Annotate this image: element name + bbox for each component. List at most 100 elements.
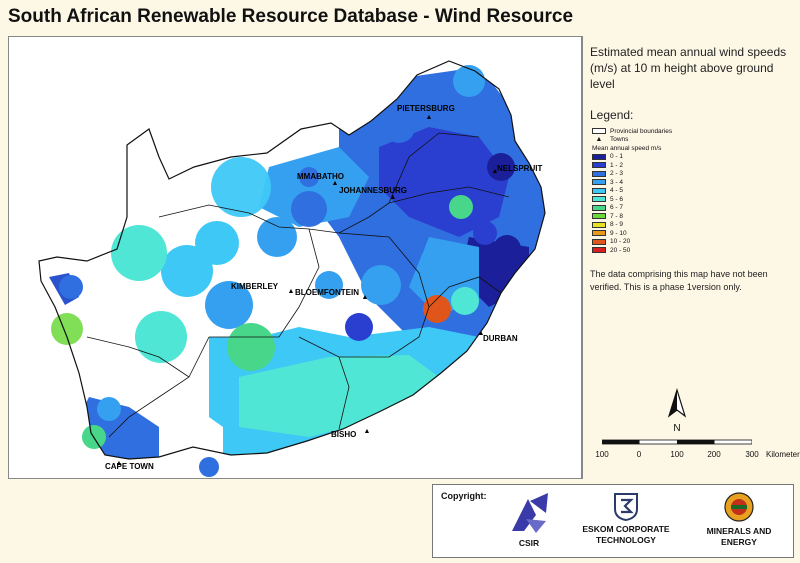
town-label: BISHO xyxy=(331,430,356,439)
town-label: MMABATHO xyxy=(297,172,344,181)
legend-label: Provincial boundaries xyxy=(610,127,673,135)
town-pietersburg[interactable]: ▲ PIETERSBURG xyxy=(397,104,455,121)
svg-text:▲: ▲ xyxy=(288,288,295,295)
town-label: PIETERSBURG xyxy=(397,104,455,113)
map-title: South African Renewable Resource Databas… xyxy=(8,6,574,27)
legend-class-row: 10 - 20 xyxy=(592,238,792,247)
legend-class-label: 20 - 50 xyxy=(610,246,631,254)
legend-class-row: 9 - 10 xyxy=(592,229,792,238)
legend-class-row: 1 - 2 xyxy=(592,161,792,170)
csir-label: CSIR xyxy=(518,538,540,548)
verification-note: The data comprising this map have not be… xyxy=(590,269,768,292)
color-swatch xyxy=(592,238,606,245)
legend-class-row: 7 - 8 xyxy=(592,212,792,221)
svg-text:▲: ▲ xyxy=(332,180,339,187)
legend-class-row: 3 - 4 xyxy=(592,178,792,187)
minerals-label-line2: ENERGY xyxy=(721,537,757,547)
town-cape-town[interactable]: ▲ CAPE TOWN xyxy=(105,460,154,471)
legend-class-label: 5 - 6 xyxy=(610,195,624,203)
town-label: JOHANNESBURG xyxy=(339,186,407,195)
legend-class-label: 6 - 7 xyxy=(610,204,624,212)
north-label: N xyxy=(673,423,681,434)
color-swatch xyxy=(592,196,606,203)
legend-class-label: 1 - 2 xyxy=(610,161,624,169)
svg-text:▲: ▲ xyxy=(362,294,369,301)
town-triangle-icon: ▲ xyxy=(595,136,603,144)
credits-panel: Copyright: CSIR ESKOM CORPORATE TECHNOLO… xyxy=(432,484,794,558)
legend-class-label: 0 - 1 xyxy=(610,153,624,161)
color-swatch xyxy=(592,213,606,220)
color-swatch xyxy=(592,247,606,254)
color-swatch xyxy=(592,221,606,228)
minerals-energy-emblem-icon xyxy=(724,492,754,522)
scale-bar-graphic xyxy=(602,439,752,445)
provincial-boundaries xyxy=(86,132,510,438)
scale-tick-label: 100 xyxy=(670,450,684,459)
legend-provincial-boundaries: Provincial boundaries xyxy=(592,127,792,136)
legend-class-row: 4 - 5 xyxy=(592,187,792,196)
color-swatch xyxy=(592,153,606,160)
color-swatch xyxy=(592,204,606,211)
svg-text:▲: ▲ xyxy=(364,428,371,435)
scale-tick-label: 200 xyxy=(707,450,721,459)
panel-divider xyxy=(582,36,583,479)
town-label: KIMBERLEY xyxy=(231,282,279,291)
copyright-label: Copyright: xyxy=(441,491,487,501)
legend-class-label: 2 - 3 xyxy=(610,170,624,178)
legend-label: Towns xyxy=(610,136,629,144)
legend-class-row: 0 - 1 xyxy=(592,153,792,162)
csir-logo-icon xyxy=(512,493,548,533)
svg-text:▲: ▲ xyxy=(492,168,499,175)
map-description: Estimated mean annual wind speeds (m/s) … xyxy=(590,45,787,91)
legend-class-row: 8 - 9 xyxy=(592,221,792,230)
eskom-logo: ESKOM CORPORATE TECHNOLOGY xyxy=(571,491,681,546)
legend-speed-classes: 0 - 1 1 - 2 2 - 3 3 - 4 4 - 5 5 - 6 6 - … xyxy=(592,153,792,255)
scale-bar: 100 0 100 200 300 Kilometers xyxy=(592,436,800,464)
legend-class-label: 9 - 10 xyxy=(610,229,627,237)
town-label: BLOEMFONTEIN xyxy=(295,288,359,297)
legend-speed-heading: Mean annual speed m/s xyxy=(592,144,792,153)
north-arrow-icon xyxy=(667,387,687,418)
town-johannesburg[interactable]: ▲ JOHANNESBURG xyxy=(339,186,407,201)
scale-unit: Kilometers xyxy=(766,450,800,459)
town-label: NELSPRUIT xyxy=(497,164,542,173)
legend-class-row: 5 - 6 xyxy=(592,195,792,204)
town-bisho[interactable]: ▲ BISHO xyxy=(331,428,370,439)
town-bloemfontein[interactable]: ▲ BLOEMFONTEIN xyxy=(295,288,368,301)
svg-text:▲: ▲ xyxy=(116,460,123,467)
color-swatch xyxy=(592,230,606,237)
town-kimberley[interactable]: ▲ KIMBERLEY xyxy=(231,282,294,295)
svg-text:▲: ▲ xyxy=(390,194,397,201)
map-canvas[interactable]: ▲ PIETERSBURG ▲ NELSPRUIT ▲ MMABATHO ▲ J… xyxy=(8,36,582,479)
svg-text:▲: ▲ xyxy=(478,330,485,337)
legend-label: Mean annual speed m/s xyxy=(592,144,662,152)
boundary-swatch xyxy=(592,128,606,135)
color-swatch xyxy=(592,179,606,186)
legend-class-label: 8 - 9 xyxy=(610,221,624,229)
town-label: CAPE TOWN xyxy=(105,462,154,471)
legend-class-label: 4 - 5 xyxy=(610,187,624,195)
town-durban[interactable]: ▲ DURBAN xyxy=(478,330,518,343)
eskom-label-line2: TECHNOLOGY xyxy=(596,535,656,545)
legend-towns: ▲ Towns xyxy=(592,136,792,145)
color-swatch xyxy=(592,187,606,194)
south-africa-wind-map: ▲ PIETERSBURG ▲ NELSPRUIT ▲ MMABATHO ▲ J… xyxy=(38,60,546,477)
csir-logo: CSIR xyxy=(499,491,559,549)
scale-tick-label: 0 xyxy=(636,450,642,459)
scale-tick-label: 100 xyxy=(595,450,609,459)
legend-heading: Legend: xyxy=(590,108,634,122)
town-markers: ▲ PIETERSBURG ▲ NELSPRUIT ▲ MMABATHO ▲ J… xyxy=(105,104,542,471)
legend-class-label: 10 - 20 xyxy=(610,238,631,246)
town-nelspruit[interactable]: ▲ NELSPRUIT xyxy=(492,164,543,175)
scale-tick-label: 300 xyxy=(745,450,759,459)
svg-text:▲: ▲ xyxy=(426,114,433,121)
legend-class-row: 20 - 50 xyxy=(592,246,792,255)
color-swatch xyxy=(592,162,606,169)
eskom-label-line1: ESKOM CORPORATE xyxy=(582,524,670,534)
north-arrow: N xyxy=(664,387,690,434)
town-mmabatho[interactable]: ▲ MMABATHO xyxy=(297,172,344,187)
legend-class-label: 3 - 4 xyxy=(610,178,624,186)
eskom-shield-icon xyxy=(614,493,638,522)
color-swatch xyxy=(592,170,606,177)
legend-class-row: 6 - 7 xyxy=(592,204,792,213)
